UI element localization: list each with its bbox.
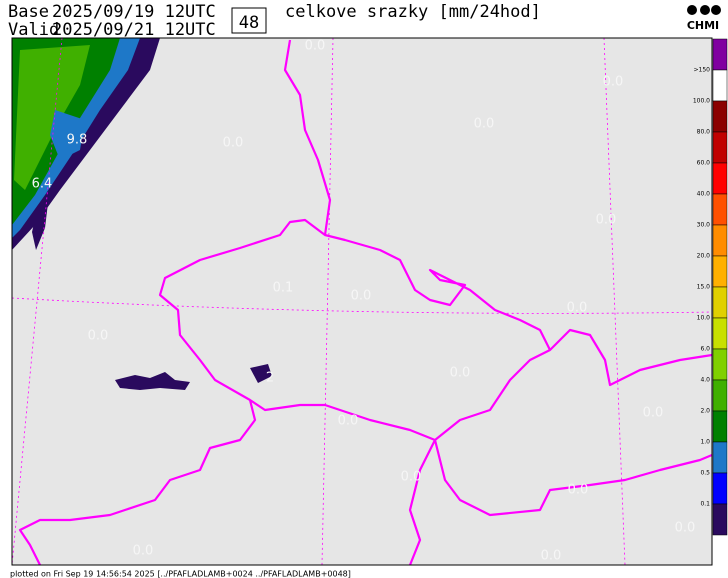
value-label: 0.0: [401, 470, 422, 485]
legend-swatch: [712, 379, 728, 412]
legend-swatch: [712, 38, 728, 71]
legend-label: 1.0: [700, 439, 710, 446]
value-label: 6.4: [32, 177, 53, 192]
legend-swatch: [712, 69, 728, 102]
legend-label: 0.1: [700, 501, 710, 508]
legend-swatch: [712, 317, 728, 350]
legend-label: 2.0: [700, 408, 710, 415]
base-label: Base: [8, 2, 49, 22]
valid-time: 2025/09/21 12UTC: [52, 20, 216, 40]
value-label: 0.0: [568, 483, 589, 498]
legend-label: 4.0: [700, 377, 710, 384]
value-label: 0.1: [273, 281, 294, 296]
step-box: [231, 7, 267, 34]
borders: [18, 39, 713, 566]
base-time: 2025/09/19 12UTC: [52, 2, 216, 22]
legend-swatch: [712, 100, 728, 133]
value-label: 0.0: [88, 329, 109, 344]
legend-swatch: [712, 193, 728, 226]
value-label: 0.0: [675, 521, 696, 536]
legend-label: 0.5: [700, 470, 710, 477]
legend-label: 60.0: [697, 160, 711, 167]
value-label: 0.0: [541, 549, 562, 564]
legend-swatch: [712, 503, 728, 536]
legend-swatch: [712, 162, 728, 195]
valid-label: Valid: [8, 20, 59, 40]
legend-swatch: [712, 286, 728, 319]
value-label: 0.0: [474, 117, 495, 132]
value-label: 0.0: [223, 136, 244, 151]
value-label: 0.0: [338, 414, 359, 429]
legend-swatch: [712, 131, 728, 164]
value-label: 0.0: [567, 301, 588, 316]
map-area: [12, 38, 712, 565]
map-frame: [11, 37, 713, 566]
step: 48: [239, 13, 259, 33]
value-label: 0.0: [603, 75, 624, 90]
legend-label: 30.0: [697, 222, 711, 229]
legend-label: 6.0: [700, 346, 710, 353]
value-label: 2: [266, 371, 274, 386]
graticule: [11, 37, 713, 566]
footer: plotted on Fri Sep 19 14:56:54 2025 [../…: [10, 570, 351, 578]
legend-swatch: [712, 255, 728, 288]
map-labels: 0.0 0.0 0.0 0.0 9.8 6.4 0.0 0.1 0.0 0.0 0.0 2 0.0 0.0…: [32, 39, 696, 564]
value-label: 9.8: [67, 133, 88, 148]
legend-label: 20.0: [697, 253, 711, 260]
value-label: 0.0: [351, 289, 372, 304]
legend-label: >150: [694, 67, 711, 74]
legend-label: 40.0: [697, 191, 711, 198]
value-label: 0.0: [596, 213, 617, 228]
value-label: 0.0: [305, 39, 326, 54]
logo: CHMI: [687, 19, 719, 32]
value-label: 0.0: [643, 406, 664, 421]
value-label: 0.0: [133, 544, 154, 559]
legend-swatch: [712, 410, 728, 443]
legend-label: 15.0: [697, 284, 711, 291]
legend-label: 100.0: [693, 98, 710, 105]
legend: >150 100.0 80.0 60.0 40.0 30.0 20.0 15.0 10.0 6.0…: [693, 38, 728, 536]
title: celkove srazky [mm/24hod]: [285, 2, 541, 22]
legend-label: 80.0: [697, 129, 711, 136]
logo-icon: [687, 5, 721, 15]
legend-swatch: [712, 224, 728, 257]
precipitation: [12, 38, 272, 390]
legend-swatch: [712, 441, 728, 474]
legend-label: 10.0: [697, 315, 711, 322]
legend-swatch: [712, 472, 728, 505]
legend-swatch: [712, 348, 728, 381]
value-label: 0.0: [450, 366, 471, 381]
